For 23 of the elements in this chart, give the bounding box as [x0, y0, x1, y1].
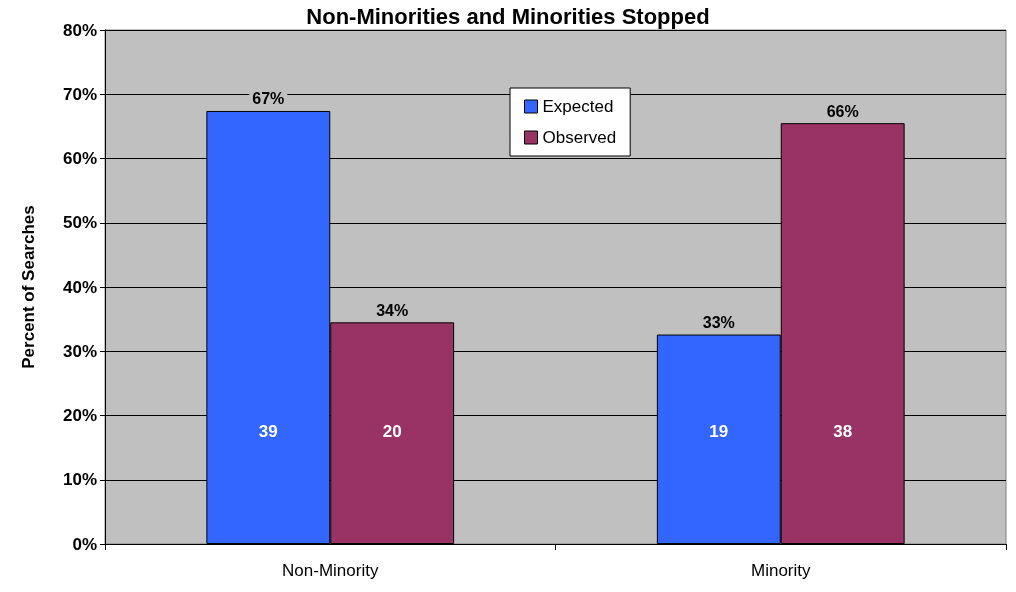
annotation: 38 [833, 421, 853, 441]
y-tick-label: 50% [62, 213, 97, 233]
annotation: 20 [382, 421, 402, 441]
y-tick-label: 10% [62, 470, 97, 490]
annotation: 19 [709, 421, 729, 441]
y-tick-label: 60% [62, 149, 97, 168]
legend-label: Observed [542, 128, 617, 147]
y-tick-label: 20% [62, 406, 97, 425]
data-label: 33% [702, 314, 735, 332]
y-tick-label: 80% [62, 20, 97, 40]
data-label: 67% [252, 90, 285, 108]
annotation: 39 [258, 421, 278, 441]
y-tick-label: 70% [62, 84, 97, 104]
y-tick-label: 0% [72, 534, 97, 554]
legend-label: Expected [542, 97, 614, 116]
data-label: 66% [826, 102, 859, 120]
x-tick-label: Non-Minority [282, 561, 379, 580]
data-label: 34% [376, 301, 409, 319]
y-tick-label: 30% [62, 341, 97, 361]
y-axis-title: Percent of Searches [19, 205, 38, 369]
x-tick-label: Minority [750, 561, 811, 580]
chart-title: Non-Minorities and Minorities Stopped [306, 3, 710, 29]
y-tick-label: 40% [62, 277, 97, 297]
